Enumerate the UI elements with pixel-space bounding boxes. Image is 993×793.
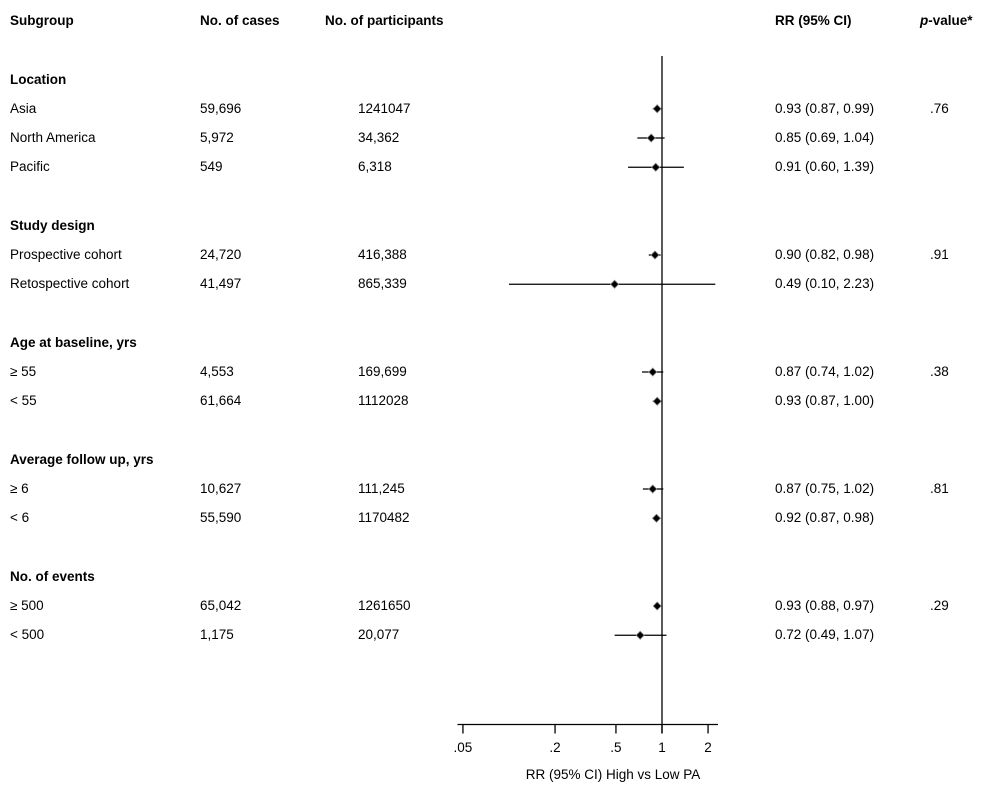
row-cases-value: 55,590 [200,510,242,526]
row-p-value: .76 [930,100,949,116]
row-subgroup-label: ≥ 500 [10,598,44,613]
row-cases-value: 65,042 [200,598,242,613]
column-header-cases: No. of cases [200,13,280,28]
rr-point-marker [635,630,645,640]
row-p-value: .91 [930,247,949,262]
x-axis-tick-label: .5 [610,740,621,755]
row-cases-value: 41,497 [200,276,242,292]
row-subgroup-label: North America [10,130,96,145]
row-participants-value: 34,362 [358,130,400,145]
row-cases-value: 24,720 [200,247,242,262]
row-cases-value: 59,696 [200,100,242,116]
column-header-pvalue: p-value* [920,11,973,31]
row-rr-ci-value: 0.93 (0.88, 0.97) [775,598,875,613]
row-participants-value: 1112028 [358,393,409,409]
row-cases-value: 5,972 [200,130,234,145]
row-participants-value: 1241047 [358,100,411,116]
rr-point-marker [652,104,662,114]
row-p-value: .38 [930,364,949,379]
x-axis-tick-label: 1 [658,740,666,755]
row-rr-ci-value: 0.85 (0.69, 1.04) [775,130,875,145]
row-participants-value: 416,388 [358,247,407,262]
row-rr-ci-value: 0.91 (0.60, 1.39) [775,159,875,175]
section-label: Average follow up, yrs [10,451,154,467]
row-participants-value: 6,318 [358,159,392,175]
row-subgroup-label: < 55 [10,393,37,409]
row-rr-ci-value: 0.49 (0.10, 2.23) [775,276,875,292]
column-header-rr: RR (95% CI) [775,13,852,28]
rr-point-marker [648,367,658,377]
row-subgroup-label: < 500 [10,627,45,643]
row-cases-value: 549 [200,159,223,175]
section-label: Age at baseline, yrs [10,334,137,350]
row-rr-ci-value: 0.92 (0.87, 0.98) [775,510,875,526]
column-header-subgroup: Subgroup [10,13,74,28]
rr-point-marker [610,279,620,289]
x-axis-tick-label: .2 [549,740,560,755]
row-participants-value: 111,245 [358,481,405,496]
pvalue-header-rest: -value* [928,13,973,28]
rr-point-marker [650,250,660,260]
rr-point-marker [651,162,661,172]
row-subgroup-label: ≥ 6 [10,481,29,496]
row-cases-value: 10,627 [200,481,242,496]
row-rr-ci-value: 0.72 (0.49, 1.07) [775,627,875,643]
row-subgroup-label: Asia [10,100,37,116]
x-axis-tick-label: 2 [704,740,712,755]
row-p-value: .29 [930,598,949,613]
rr-point-marker [652,396,662,406]
row-participants-value: 1170482 [358,510,410,526]
row-rr-ci-value: 0.87 (0.75, 1.02) [775,481,875,496]
x-axis-title: RR (95% CI) High vs Low PA [526,767,701,782]
column-header-participants: No. of participants [325,13,444,28]
row-participants-value: 865,339 [358,276,407,292]
rr-point-marker [648,484,658,494]
rr-point-marker [651,513,662,523]
section-label: Location [10,71,67,87]
pvalue-header-italic-p: p [920,13,929,28]
row-participants-value: 20,077 [358,627,400,643]
row-cases-value: 1,175 [200,627,234,643]
row-participants-value: 1261650 [358,598,411,613]
section-label: Study design [10,217,95,233]
row-rr-ci-value: 0.87 (0.74, 1.02) [775,364,875,379]
rr-point-marker [652,601,662,611]
section-label: No. of events [10,568,95,584]
row-subgroup-label: < 6 [10,510,30,526]
row-subgroup-label: Pacific [10,159,50,175]
row-rr-ci-value: 0.90 (0.82, 0.98) [775,247,875,262]
row-participants-value: 169,699 [358,364,407,379]
rr-point-marker [646,133,656,143]
row-subgroup-label: Retospective cohort [10,276,130,292]
row-cases-value: 61,664 [200,393,242,409]
x-axis-tick-label: .05 [454,740,473,755]
row-p-value: .81 [930,481,949,496]
row-subgroup-label: ≥ 55 [10,364,37,379]
row-rr-ci-value: 0.93 (0.87, 0.99) [775,100,875,116]
row-cases-value: 4,553 [200,364,234,379]
row-subgroup-label: Prospective cohort [10,247,122,262]
row-rr-ci-value: 0.93 (0.87, 1.00) [775,393,875,409]
